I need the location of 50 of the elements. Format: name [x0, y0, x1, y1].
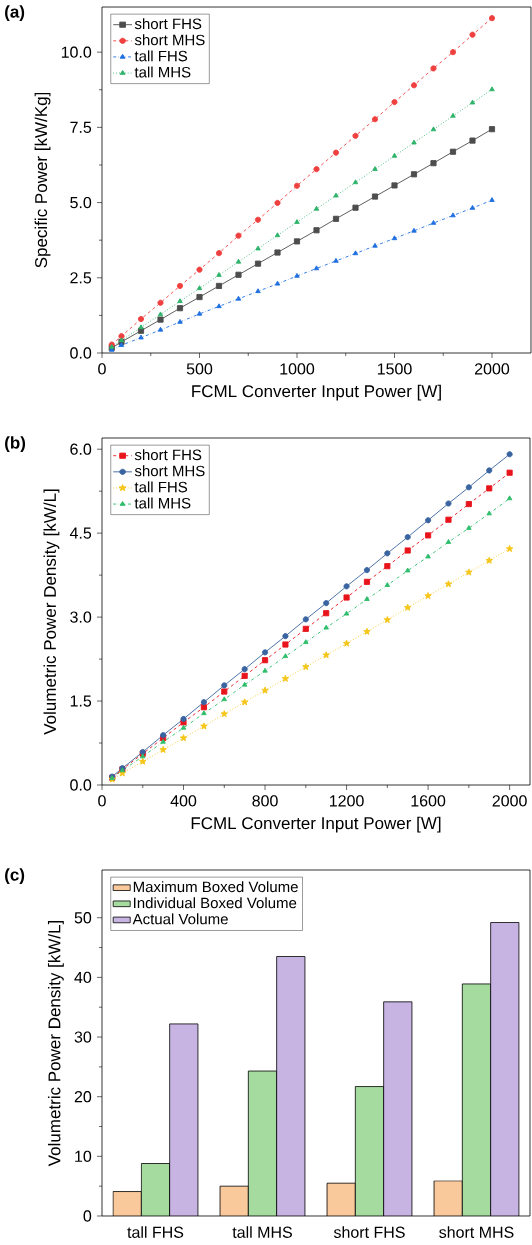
y-tick-label: 10	[75, 1150, 92, 1163]
text: (c)	[5, 868, 25, 885]
y-tick-label: 0.0	[70, 779, 92, 791]
legend-label: tall FHS	[134, 481, 188, 493]
y-tick-label: 4.5	[69, 527, 92, 539]
legend-label: Actual Volume	[132, 913, 228, 925]
y-tick-label: 50	[74, 912, 92, 924]
legend-label: tall MHS	[134, 497, 191, 509]
x-tick-label: 400	[170, 795, 197, 807]
text: (b)	[5, 436, 26, 453]
y-tick-label: 0	[83, 1210, 92, 1222]
y-tick-label: 7.5	[70, 121, 92, 133]
y-tick-label: 40	[74, 971, 92, 984]
y-axis-title: Volumetric Power Density [kW/L]	[47, 920, 64, 1167]
x-axis-title: FCML Converter Input Power [W]	[192, 384, 441, 401]
x-tick-label: 500	[186, 363, 213, 375]
y-tick-label: 0.0	[70, 347, 92, 359]
legend-label: short FHS	[134, 18, 202, 30]
x-tick-label: 1500	[377, 363, 412, 375]
x-tick-label: short MHS	[439, 1226, 514, 1238]
y-tick-label: 20	[74, 1091, 92, 1103]
legend-label: Individual Boxed Volume	[134, 897, 297, 909]
y-tick-label: 3.0	[70, 611, 92, 623]
x-tick-label: 2000	[492, 795, 527, 807]
x-tick-label: 1000	[280, 363, 315, 375]
x-tick-label: 0	[98, 363, 106, 375]
y-tick-label: 5.0	[70, 196, 92, 209]
y-axis-title: Volumetric Power Density [kW/L]	[43, 489, 60, 735]
x-tick-label: 1600	[411, 795, 446, 807]
x-tick-label: 1200	[329, 795, 364, 807]
text: (a)	[5, 5, 25, 22]
y-tick-label: 6.0	[70, 443, 92, 455]
y-axis-title: Specific Power [kW/Kg]	[34, 92, 51, 268]
legend-label: tall FHS	[134, 50, 188, 62]
legend-label: Maximum Boxed Volume	[133, 881, 298, 893]
y-tick-label: 1.5	[70, 695, 92, 707]
x-tick-label: tall FHS	[127, 1226, 184, 1238]
x-tick-label: short FHS	[333, 1226, 405, 1238]
x-axis-title: FCML Converter Input Power [W]	[191, 816, 441, 833]
legend-label: tall MHS	[134, 66, 191, 78]
x-tick-label: tall MHS	[232, 1226, 292, 1238]
legend-label: short MHS	[134, 465, 205, 477]
y-tick-label: 2.5	[70, 272, 92, 284]
legend-label: short MHS	[134, 34, 205, 46]
x-tick-label: 800	[252, 795, 278, 807]
y-tick-label: 10.0	[61, 46, 92, 58]
x-tick-label: 0	[98, 795, 106, 807]
x-tick-label: 2000	[475, 363, 510, 375]
y-tick-label: 30	[74, 1031, 92, 1043]
legend-label: short FHS	[134, 449, 202, 461]
